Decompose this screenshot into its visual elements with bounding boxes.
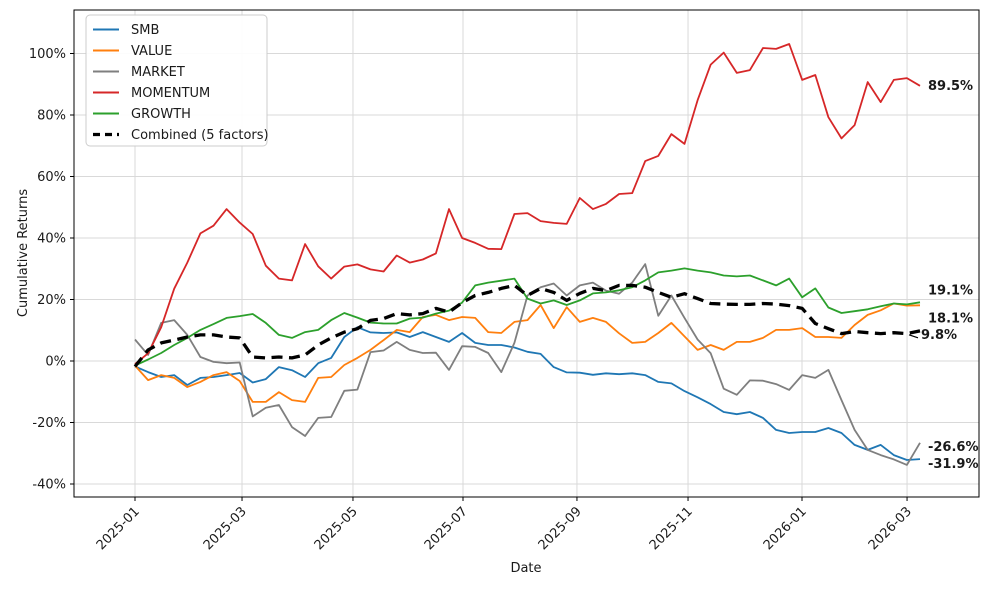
end-label-value: 18.1% bbox=[928, 311, 973, 326]
x-tick-label: 2025-03 bbox=[201, 504, 250, 553]
y-tick-label: -20% bbox=[32, 416, 66, 431]
legend-label-value: VALUE bbox=[131, 44, 172, 59]
end-label-growth: 19.1% bbox=[928, 283, 973, 298]
y-tick-label: 60% bbox=[37, 170, 66, 185]
y-tick-label: 40% bbox=[37, 232, 66, 247]
x-tick-label: 2026-03 bbox=[866, 504, 915, 553]
axis-ticks bbox=[70, 53, 908, 501]
series-line-momentum bbox=[134, 43, 921, 365]
series-line-market bbox=[134, 263, 921, 466]
series-lines bbox=[133, 43, 921, 466]
axes-spines bbox=[73, 9, 980, 498]
x-tick-label: 2025-07 bbox=[422, 504, 471, 553]
y-tick-label: -40% bbox=[32, 478, 66, 493]
legend-label-growth: GROWTH bbox=[131, 107, 191, 122]
series-line-combined-5-factors- bbox=[133, 283, 921, 368]
x-tick-label: 2025-05 bbox=[312, 504, 361, 553]
y-tick-label: 0% bbox=[45, 355, 66, 370]
end-label-smb: -31.9% bbox=[928, 457, 979, 472]
x-axis-title: Date bbox=[510, 561, 541, 576]
y-tick-label: 20% bbox=[37, 293, 66, 308]
legend: SMB VALUE MARKET MOMENTUM GROWTH Combined (5 … bbox=[85, 14, 269, 147]
y-axis-title: Cumulative Returns bbox=[16, 189, 31, 317]
end-label-leader bbox=[908, 334, 919, 339]
x-tick-label: 2025-01 bbox=[94, 504, 143, 553]
legend-label-momentum: MOMENTUM bbox=[131, 86, 210, 101]
series-line-value bbox=[134, 302, 921, 403]
x-tick-label: 2025-11 bbox=[647, 504, 696, 553]
legend-box bbox=[85, 14, 268, 147]
legend-label-market: MARKET bbox=[131, 65, 185, 80]
end-label-combined-5-factors-: 9.8% bbox=[921, 328, 957, 343]
series-end-labels: -31.9% 18.1% -26.6% 89.5% 19.1% 9.8% bbox=[908, 79, 979, 472]
end-label-market: -26.6% bbox=[928, 440, 979, 455]
series-line-smb bbox=[134, 326, 921, 461]
y-tick-label: 100% bbox=[29, 47, 66, 62]
end-label-momentum: 89.5% bbox=[928, 79, 973, 94]
plot-border bbox=[73, 9, 980, 498]
legend-label-smb: SMB bbox=[131, 23, 159, 38]
x-tick-label: 2025-09 bbox=[536, 504, 585, 553]
series-line-growth bbox=[134, 267, 921, 367]
gridlines bbox=[74, 10, 979, 497]
legend-label-combined-5-factors-: Combined (5 factors) bbox=[131, 128, 269, 143]
x-tick-label: 2026-01 bbox=[761, 504, 810, 553]
y-tick-label: 80% bbox=[37, 109, 66, 124]
